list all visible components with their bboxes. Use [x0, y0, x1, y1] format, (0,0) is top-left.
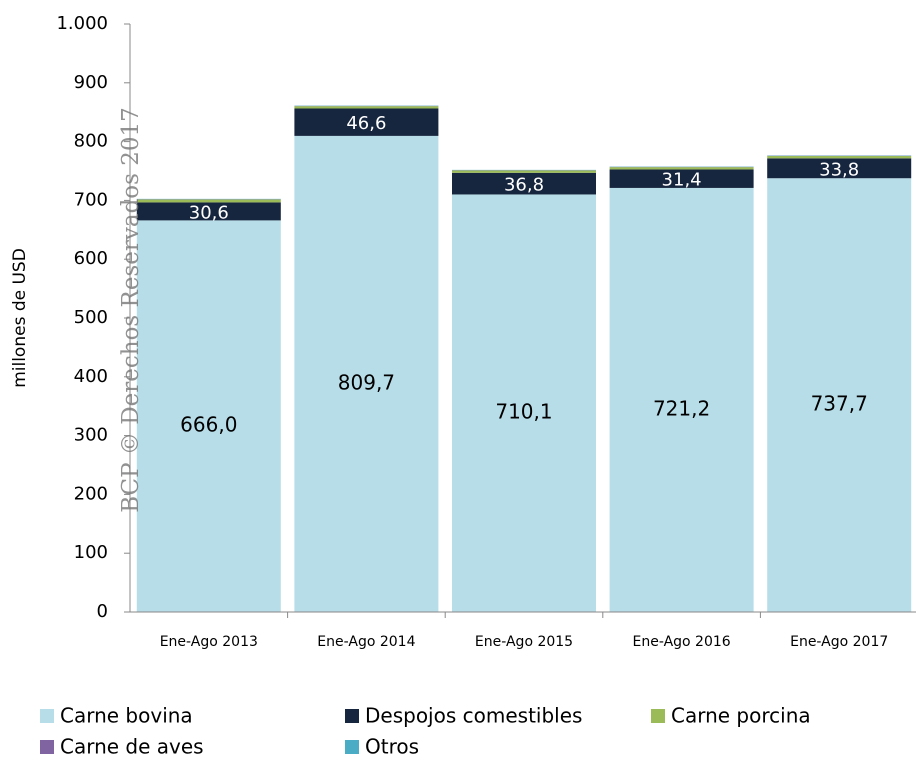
bar-segment — [767, 156, 912, 159]
bar-segment — [452, 170, 596, 173]
x-tick-label: Ene-Ago 2015 — [475, 634, 573, 650]
data-label: 46,6 — [346, 113, 386, 134]
y-tick-label: 600 — [74, 248, 108, 269]
bar-segment — [452, 194, 596, 613]
data-label: 30,6 — [189, 202, 229, 223]
y-tick-label: 200 — [74, 483, 108, 504]
bar-segment — [609, 167, 754, 170]
bar-segment — [294, 108, 439, 136]
bar-segment — [136, 199, 281, 203]
data-label: 737,7 — [811, 392, 868, 416]
data-label: 33,8 — [819, 159, 859, 180]
bar-segment — [452, 172, 596, 195]
data-label: 666,0 — [180, 413, 237, 437]
bar-segment — [609, 169, 754, 188]
y-tick-label: 1.000 — [56, 13, 108, 34]
data-label: 710,1 — [495, 400, 552, 424]
y-tick-label: 300 — [74, 425, 108, 446]
data-label: 809,7 — [338, 370, 395, 394]
watermark: BCP © Derechos Reservados 2017 — [118, 107, 144, 513]
legend-swatch — [40, 709, 54, 723]
legend-swatch — [345, 740, 359, 754]
legend-label: Otros — [365, 735, 419, 759]
legend-label: Carne porcina — [671, 704, 811, 728]
y-tick-label: 100 — [74, 542, 108, 563]
data-label: 31,4 — [662, 170, 702, 191]
y-tick-label: 0 — [97, 601, 108, 622]
y-tick-label: 700 — [74, 189, 108, 210]
legend-swatch — [345, 709, 359, 723]
legend-label: Despojos comestibles — [365, 704, 582, 728]
x-tick-label: Ene-Ago 2013 — [160, 634, 258, 650]
bar-segment — [136, 220, 281, 612]
legend-swatch — [651, 709, 665, 723]
y-tick-label: 900 — [74, 72, 108, 93]
y-tick-label: 500 — [74, 307, 108, 328]
y-axis-label: millones de USD — [10, 248, 30, 388]
data-label: 721,2 — [653, 396, 710, 420]
data-label: 36,8 — [504, 175, 544, 196]
x-tick-label: Ene-Ago 2016 — [633, 634, 731, 650]
bar-segment — [294, 135, 439, 612]
bar-segment — [136, 202, 281, 221]
bar-segment — [294, 106, 439, 109]
legend-swatch — [40, 740, 54, 754]
legend-label: Carne bovina — [60, 704, 193, 728]
bar-segment — [767, 158, 912, 179]
legend-label: Carne de aves — [60, 735, 204, 759]
bar-segment — [609, 187, 754, 613]
x-tick-label: Ene-Ago 2014 — [317, 634, 415, 650]
y-tick-label: 400 — [74, 366, 108, 387]
y-tick-label: 800 — [74, 131, 108, 152]
x-tick-label: Ene-Ago 2017 — [790, 634, 888, 650]
bar-segment — [767, 178, 912, 612]
